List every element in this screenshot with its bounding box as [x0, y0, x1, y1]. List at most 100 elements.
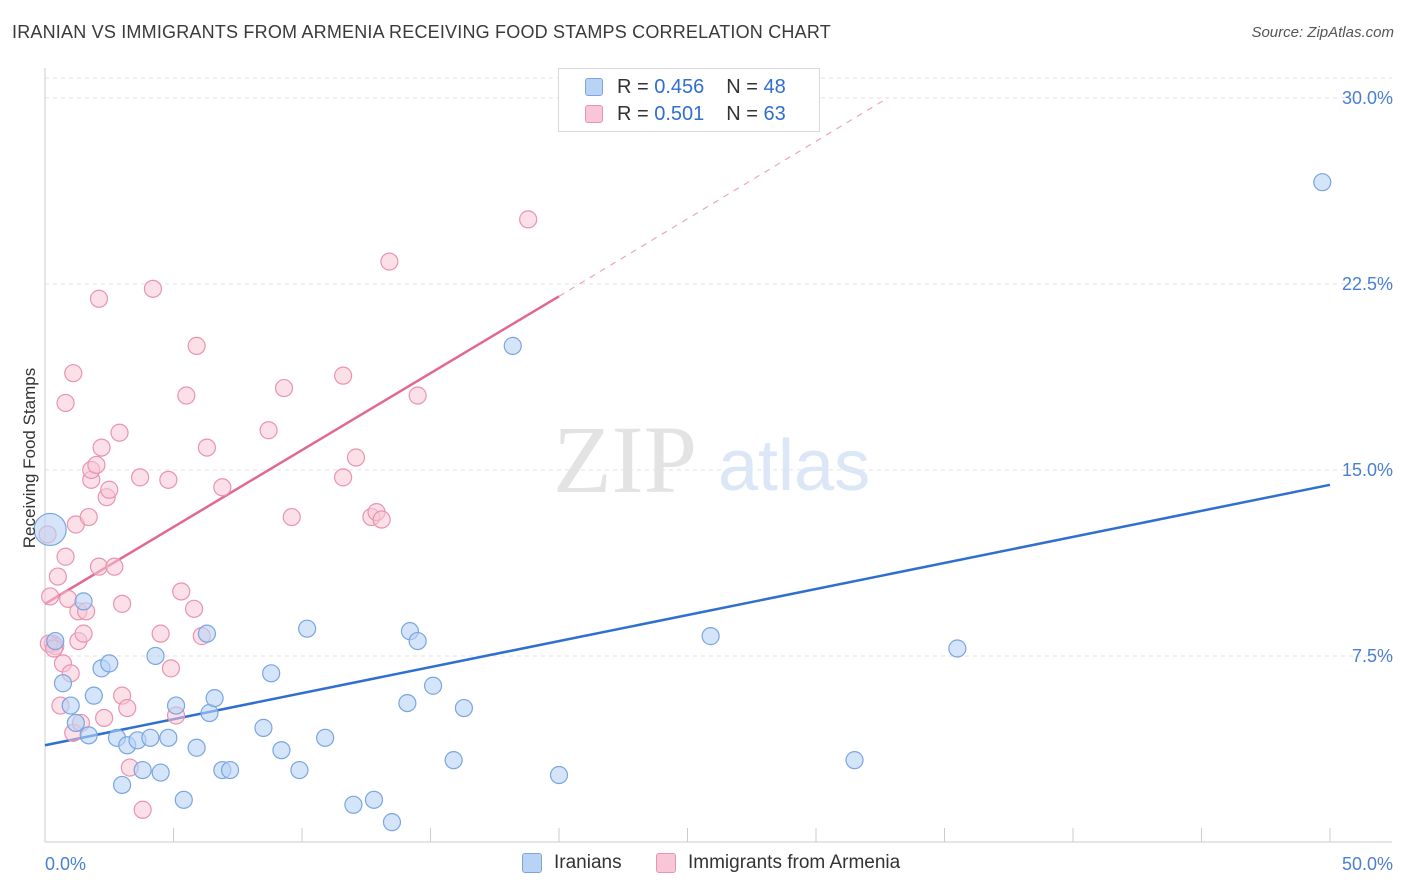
point-iranians [503, 336, 522, 355]
point-armenia [408, 386, 427, 405]
point-iranians [254, 718, 273, 737]
point-armenia [133, 800, 152, 819]
point-armenia [334, 468, 353, 487]
watermark-atlas: atlas [718, 426, 870, 506]
point-armenia [56, 547, 75, 566]
point-iranians [159, 728, 178, 747]
legend: R = 0.456 N = 48 R = 0.501 N = 63 [558, 68, 820, 132]
point-iranians [174, 790, 193, 809]
point-armenia [118, 698, 137, 718]
point-iranians [948, 639, 967, 658]
point-armenia [282, 507, 301, 527]
point-armenia [89, 289, 109, 308]
legend-swatch-armenia [585, 105, 603, 123]
point-iranians [133, 760, 152, 780]
point-iranians [100, 654, 119, 673]
point-iranians [166, 696, 186, 715]
legend-r-value: 0.456 [654, 75, 705, 98]
point-armenia [64, 364, 83, 383]
bottom-legend-armenia: Immigrants from Armenia [656, 852, 900, 874]
bottom-legend-label: Iranians [554, 852, 622, 873]
point-armenia [56, 393, 75, 413]
chart-title: IRANIAN VS IMMIGRANTS FROM ARMENIA RECEI… [12, 22, 831, 42]
watermark: ZIP atlas [553, 406, 870, 513]
point-armenia [197, 438, 217, 457]
trend-line-armenia-extension [558, 97, 889, 297]
point-iranians [408, 631, 427, 651]
point-iranians [151, 763, 170, 782]
point-iranians [1313, 173, 1332, 192]
legend-r-label: R = [617, 102, 649, 125]
point-iranians [845, 751, 864, 770]
point-iranians [61, 696, 80, 715]
point-iranians [33, 512, 67, 547]
trend-line-iranians [44, 483, 1331, 747]
point-armenia [172, 582, 191, 601]
point-armenia [130, 468, 150, 487]
point-iranians [701, 627, 720, 646]
legend-n-value: 48 [763, 75, 786, 98]
point-iranians [187, 738, 206, 757]
point-iranians [423, 676, 443, 695]
legend-row-iranians: R = 0.456 N = 48 [585, 75, 786, 99]
point-armenia [346, 448, 366, 467]
y-tick-label: 15.0% [1342, 460, 1393, 480]
point-armenia [161, 659, 181, 678]
point-iranians [316, 728, 335, 747]
point-armenia [372, 510, 391, 529]
y-tick-label: 30.0% [1342, 88, 1393, 108]
tick-labels: 7.5% 15.0% 22.5% 30.0% 0.0% 50.0% [45, 88, 1393, 874]
y-tick-label: 7.5% [1352, 646, 1393, 666]
point-iranians [382, 813, 402, 832]
bottom-legend-swatch-armenia [656, 853, 676, 873]
point-armenia [105, 557, 124, 576]
point-armenia [110, 423, 129, 442]
x-tick-label-min: 0.0% [45, 854, 86, 874]
point-armenia [143, 279, 163, 298]
data-points [33, 173, 1332, 832]
point-armenia [334, 366, 353, 385]
point-armenia [100, 480, 119, 499]
bottom-legend-swatch-iranians [522, 853, 542, 873]
trend-line-armenia [44, 295, 560, 605]
point-armenia [213, 478, 232, 497]
point-iranians [398, 693, 417, 713]
point-iranians [66, 713, 85, 733]
point-armenia [177, 386, 196, 405]
point-iranians [298, 619, 317, 638]
point-armenia [74, 624, 93, 643]
point-iranians [46, 631, 65, 651]
point-iranians [197, 624, 217, 643]
axes [44, 68, 1392, 843]
point-armenia [519, 210, 538, 229]
point-iranians [364, 790, 384, 809]
point-iranians [205, 689, 224, 708]
x-tick-label-max: 50.0% [1342, 854, 1393, 874]
y-tick-label: 22.5% [1342, 274, 1393, 294]
watermark-zip: ZIP [553, 406, 697, 513]
legend-n-label: N = [726, 102, 758, 125]
source-credit: Source: ZipAtlas.com [1251, 24, 1394, 41]
y-axis-label: Receiving Food Stamps [20, 368, 39, 548]
point-iranians [220, 760, 240, 780]
point-iranians [272, 741, 291, 760]
point-iranians [262, 664, 281, 683]
legend-n-value: 63 [763, 102, 786, 125]
point-iranians [74, 592, 93, 611]
point-iranians [141, 728, 160, 747]
bottom-legend-iranians: Iranians [522, 852, 622, 874]
point-armenia [79, 507, 98, 527]
point-armenia [48, 567, 67, 586]
point-iranians [290, 760, 309, 780]
gridlines [45, 77, 1392, 657]
trend-lines [44, 97, 1331, 747]
bottom-legend: Iranians Immigrants from Armenia [0, 852, 1406, 876]
point-iranians [79, 726, 98, 745]
legend-n-label: N = [726, 75, 758, 98]
point-iranians [53, 674, 73, 693]
point-armenia [187, 336, 206, 355]
point-armenia [89, 557, 109, 576]
point-iranians [454, 698, 474, 718]
point-armenia [41, 587, 60, 606]
